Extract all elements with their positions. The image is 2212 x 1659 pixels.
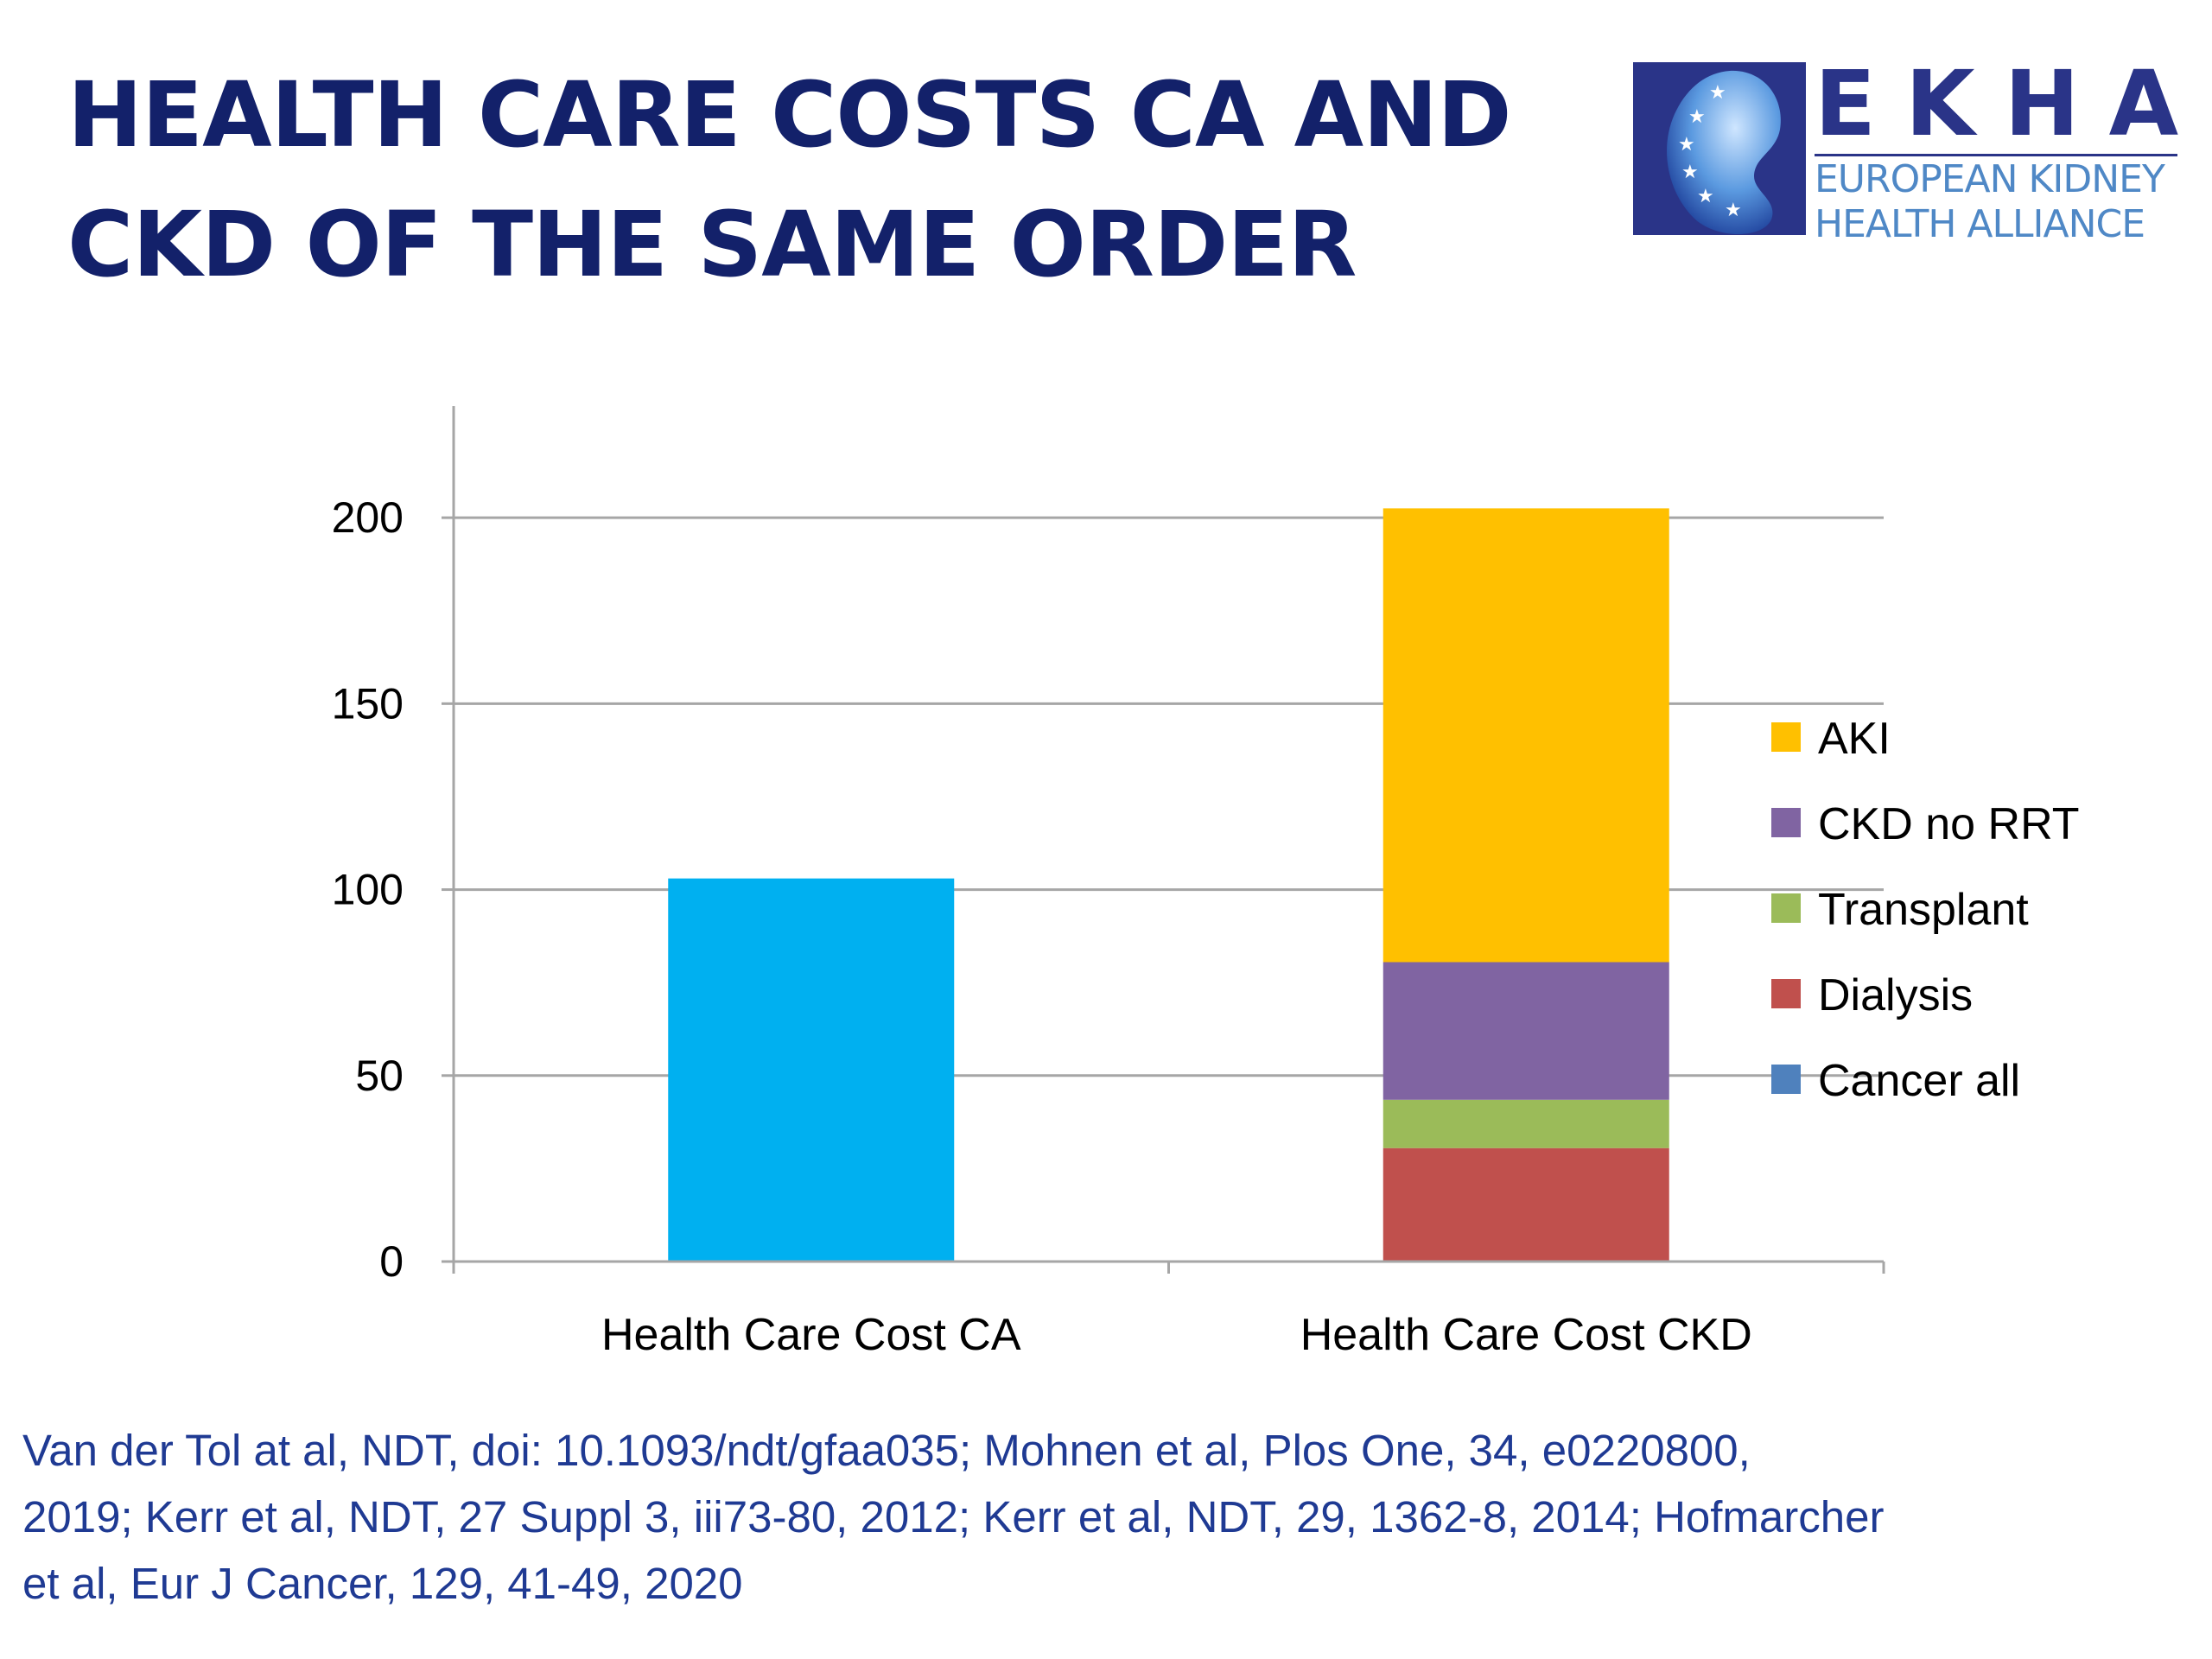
legend-swatch xyxy=(1771,979,1801,1008)
y-tick-label: 200 xyxy=(332,493,404,542)
svg-text:★: ★ xyxy=(1725,200,1742,221)
x-category-label: Health Care Cost CKD xyxy=(1300,1310,1752,1360)
logo-name: EKHA xyxy=(1815,51,2209,156)
legend-label: AKI xyxy=(1818,714,1891,764)
legend-label: CKD no RRT xyxy=(1818,799,2079,849)
stacked-bar-chart: 0 50 100 150 200 Health Care Cost CA Health Ca… xyxy=(332,406,2079,1360)
svg-text:★: ★ xyxy=(1678,134,1695,156)
logo-subtitle-1: EUROPEAN KIDNEY xyxy=(1815,157,2165,201)
kidney-stars-icon: ★ ★ ★ ★ ★ ★ xyxy=(1633,62,1806,235)
slide-title-line-2: CKD OF THE SAME ORDER xyxy=(67,192,1357,297)
svg-text:★: ★ xyxy=(1688,106,1706,128)
bar-segment-cancer-all xyxy=(668,878,955,1262)
svg-text:★: ★ xyxy=(1709,82,1726,104)
y-tick-label: 100 xyxy=(332,866,404,914)
citation: Van der Tol at al, NDT, doi: 10.1093/ndt… xyxy=(22,1417,2183,1617)
bars xyxy=(668,508,1669,1262)
svg-text:★: ★ xyxy=(1697,186,1714,207)
y-tick-label: 150 xyxy=(332,679,404,728)
legend-swatch xyxy=(1771,1065,1801,1094)
citation-line-3: et al, Eur J Cancer, 129, 41-49, 2020 xyxy=(22,1559,743,1608)
x-category-label: Health Care Cost CA xyxy=(601,1310,1021,1360)
legend-label: Dialysis xyxy=(1818,970,1973,1020)
citation-line-1: Van der Tol at al, NDT, doi: 10.1093/ndt… xyxy=(22,1426,1751,1475)
legend: AKI CKD no RRT Transplant Dialysis Cancer al… xyxy=(1771,714,2079,1106)
bar-segment-aki xyxy=(1382,508,1669,963)
logo-subtitle-2: HEALTH ALLIANCE xyxy=(1815,202,2145,246)
legend-swatch xyxy=(1771,893,1801,923)
ekha-logo: ★ ★ ★ ★ ★ ★ EKHA EUROPEAN KIDNEY HEALTH … xyxy=(1633,59,2186,245)
legend-label: Cancer all xyxy=(1818,1056,2020,1106)
bar-segment-ckd-no-rrt xyxy=(1382,962,1669,1100)
bar-segment-transplant xyxy=(1382,1099,1669,1148)
logo-divider xyxy=(1815,154,2177,156)
legend-label: Transplant xyxy=(1818,885,2029,935)
svg-text:★: ★ xyxy=(1681,162,1699,183)
axis-labels: 0 50 100 150 200 Health Care Cost CA Health Ca… xyxy=(332,493,1752,1360)
axes xyxy=(442,406,1885,1274)
y-tick-label: 50 xyxy=(355,1052,404,1100)
citation-line-2: 2019; Kerr et al, NDT, 27 Suppl 3, iii73… xyxy=(22,1492,1885,1541)
legend-swatch xyxy=(1771,722,1801,752)
slide-title-line-1: HEALTH CARE COSTS CA AND xyxy=(67,62,1512,168)
bar-segment-dialysis xyxy=(1382,1147,1669,1262)
slide-title: HEALTH CARE COSTS CA AND CKD OF THE SAME… xyxy=(67,50,1512,309)
y-tick-label: 0 xyxy=(379,1237,404,1286)
legend-swatch xyxy=(1771,808,1801,837)
